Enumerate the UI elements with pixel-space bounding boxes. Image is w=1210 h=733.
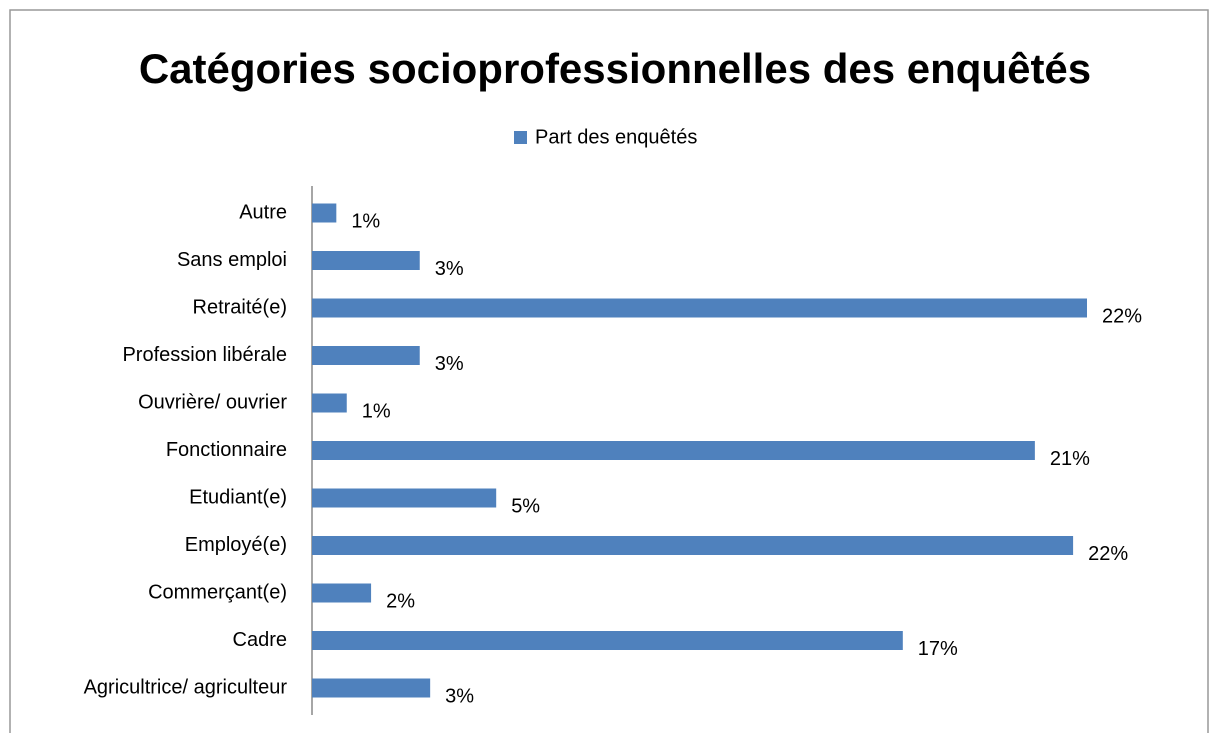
data-label: 1%	[351, 210, 380, 232]
y-tick-label: Cadre	[233, 629, 287, 651]
y-tick-label: Agricultrice/ agriculteur	[84, 676, 288, 698]
data-label: 17%	[918, 638, 958, 660]
bar	[312, 441, 1035, 460]
y-tick-label: Etudiant(e)	[189, 486, 287, 508]
data-label: 3%	[435, 353, 464, 375]
bar	[312, 488, 497, 508]
data-label: 3%	[435, 258, 464, 280]
y-tick-label: Commerçant(e)	[148, 581, 287, 603]
chart-border	[9, 9, 1209, 733]
y-tick-label: Autre	[239, 201, 287, 223]
legend-swatch	[514, 131, 527, 144]
bar	[312, 298, 1087, 318]
bar	[312, 631, 903, 650]
y-tick-label: Retraité(e)	[193, 296, 287, 318]
bar	[312, 583, 372, 603]
y-tick-label: Profession libérale	[122, 344, 287, 366]
data-label: 21%	[1050, 448, 1090, 470]
bar	[312, 678, 431, 698]
bar	[312, 251, 420, 270]
data-label: 3%	[445, 685, 474, 707]
legend-label: Part des enquêtés	[535, 126, 697, 148]
data-label: 22%	[1088, 543, 1128, 565]
y-tick-label: Fonctionnaire	[166, 439, 287, 461]
bar	[312, 203, 337, 223]
data-label: 1%	[362, 400, 391, 422]
data-label: 5%	[511, 495, 540, 517]
data-label: 2%	[386, 590, 415, 612]
bar	[312, 536, 1074, 555]
chart-title: Catégories socioprofessionnelles des enq…	[139, 45, 1091, 92]
y-tick-label: Sans emploi	[177, 249, 287, 271]
y-tick-label: Ouvrière/ ouvrier	[138, 391, 287, 413]
bar	[312, 393, 347, 413]
data-label: 22%	[1102, 305, 1142, 327]
bar	[312, 346, 420, 365]
y-tick-label: Employé(e)	[185, 534, 287, 556]
